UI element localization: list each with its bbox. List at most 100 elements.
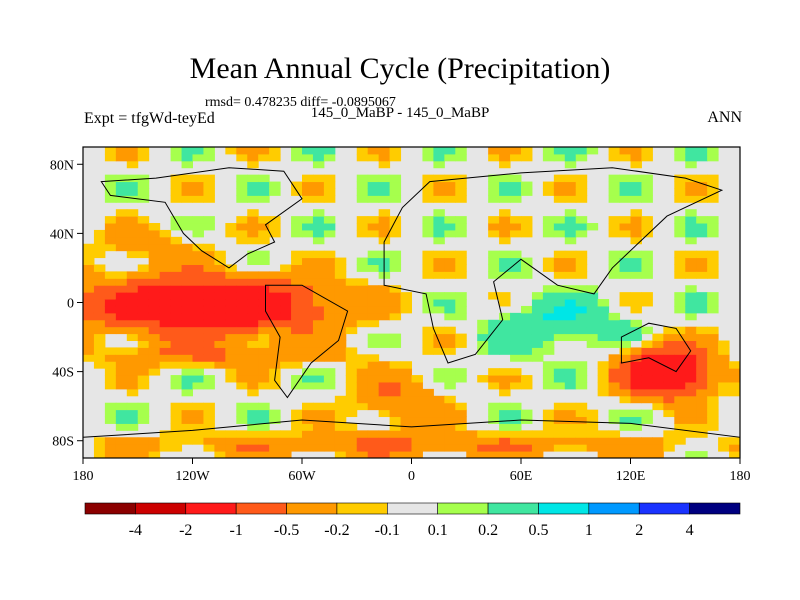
field-cell	[510, 341, 521, 348]
field-cell	[641, 299, 652, 306]
field-cell	[641, 292, 652, 299]
field-cell	[182, 417, 193, 424]
field-cell	[532, 306, 543, 313]
field-cell	[171, 182, 182, 189]
field-cell	[521, 410, 532, 417]
field-cell	[641, 223, 652, 230]
field-cell	[532, 451, 543, 458]
field-cell	[127, 182, 138, 189]
field-cell	[171, 244, 182, 251]
field-cell	[247, 375, 258, 382]
field-cell	[324, 437, 335, 444]
field-cell	[105, 327, 116, 334]
field-cell	[291, 341, 302, 348]
field-cell	[368, 313, 379, 320]
field-cell	[171, 320, 182, 327]
field-cell	[247, 306, 258, 313]
field-cell	[433, 375, 444, 382]
field-cell	[477, 444, 488, 451]
field-cell	[313, 188, 324, 195]
field-cell	[247, 347, 258, 354]
field-cell	[510, 368, 521, 375]
field-cell	[193, 437, 204, 444]
field-cell	[565, 306, 576, 313]
field-cell	[171, 306, 182, 313]
field-cell	[554, 292, 565, 299]
field-cell	[729, 437, 740, 444]
field-cell	[302, 313, 313, 320]
field-cell	[433, 271, 444, 278]
field-cell	[302, 341, 313, 348]
field-cell	[291, 292, 302, 299]
field-cell	[433, 195, 444, 202]
field-cell	[182, 403, 193, 410]
field-cell	[587, 147, 598, 154]
field-cell	[565, 223, 576, 230]
field-cell	[127, 271, 138, 278]
field-cell	[116, 230, 127, 237]
field-cell	[160, 285, 171, 292]
field-cell	[433, 251, 444, 258]
field-cell	[510, 403, 521, 410]
field-cell	[94, 271, 105, 278]
field-cell	[652, 341, 663, 348]
field-cell	[105, 417, 116, 424]
field-cell	[149, 271, 160, 278]
field-cell	[488, 417, 499, 424]
field-cell	[554, 417, 565, 424]
field-cell	[631, 437, 642, 444]
field-cell	[685, 154, 696, 161]
field-cell	[379, 175, 390, 182]
field-cell	[83, 320, 94, 327]
field-cell	[247, 327, 258, 334]
field-cell	[390, 334, 401, 341]
field-cell	[171, 264, 182, 271]
field-cell	[269, 410, 280, 417]
field-cell	[532, 320, 543, 327]
field-cell	[160, 327, 171, 334]
field-cell	[620, 230, 631, 237]
field-cell	[105, 444, 116, 451]
colorbar-swatch	[589, 503, 639, 514]
field-cell	[324, 444, 335, 451]
field-cell	[598, 299, 609, 306]
field-cell	[94, 354, 105, 361]
field-cell	[663, 437, 674, 444]
field-cell	[412, 437, 423, 444]
field-cell	[707, 327, 718, 334]
field-cell	[609, 223, 620, 230]
field-cell	[127, 237, 138, 244]
colorbar-label: 0.2	[478, 522, 498, 539]
field-cell	[149, 258, 160, 265]
field-cell	[609, 430, 620, 437]
field-cell	[521, 375, 532, 382]
field-cell	[225, 264, 236, 271]
field-cell	[444, 154, 455, 161]
field-cell	[291, 306, 302, 313]
field-cell	[631, 175, 642, 182]
field-cell	[663, 410, 674, 417]
field-cell	[565, 334, 576, 341]
field-cell	[280, 341, 291, 348]
field-cell	[171, 410, 182, 417]
field-cell	[390, 368, 401, 375]
field-cell	[433, 209, 444, 216]
field-cell	[707, 147, 718, 154]
field-cell	[379, 313, 390, 320]
field-cell	[280, 299, 291, 306]
field-cell	[565, 375, 576, 382]
field-cell	[455, 417, 466, 424]
field-cell	[160, 437, 171, 444]
field-cell	[324, 327, 335, 334]
field-cell	[696, 251, 707, 258]
field-cell	[302, 182, 313, 189]
field-cell	[631, 368, 642, 375]
field-cell	[236, 320, 247, 327]
field-cell	[433, 188, 444, 195]
field-cell	[357, 368, 368, 375]
field-cell	[576, 271, 587, 278]
field-cell	[521, 223, 532, 230]
field-cell	[182, 216, 193, 223]
field-cell	[127, 403, 138, 410]
field-cell	[236, 403, 247, 410]
